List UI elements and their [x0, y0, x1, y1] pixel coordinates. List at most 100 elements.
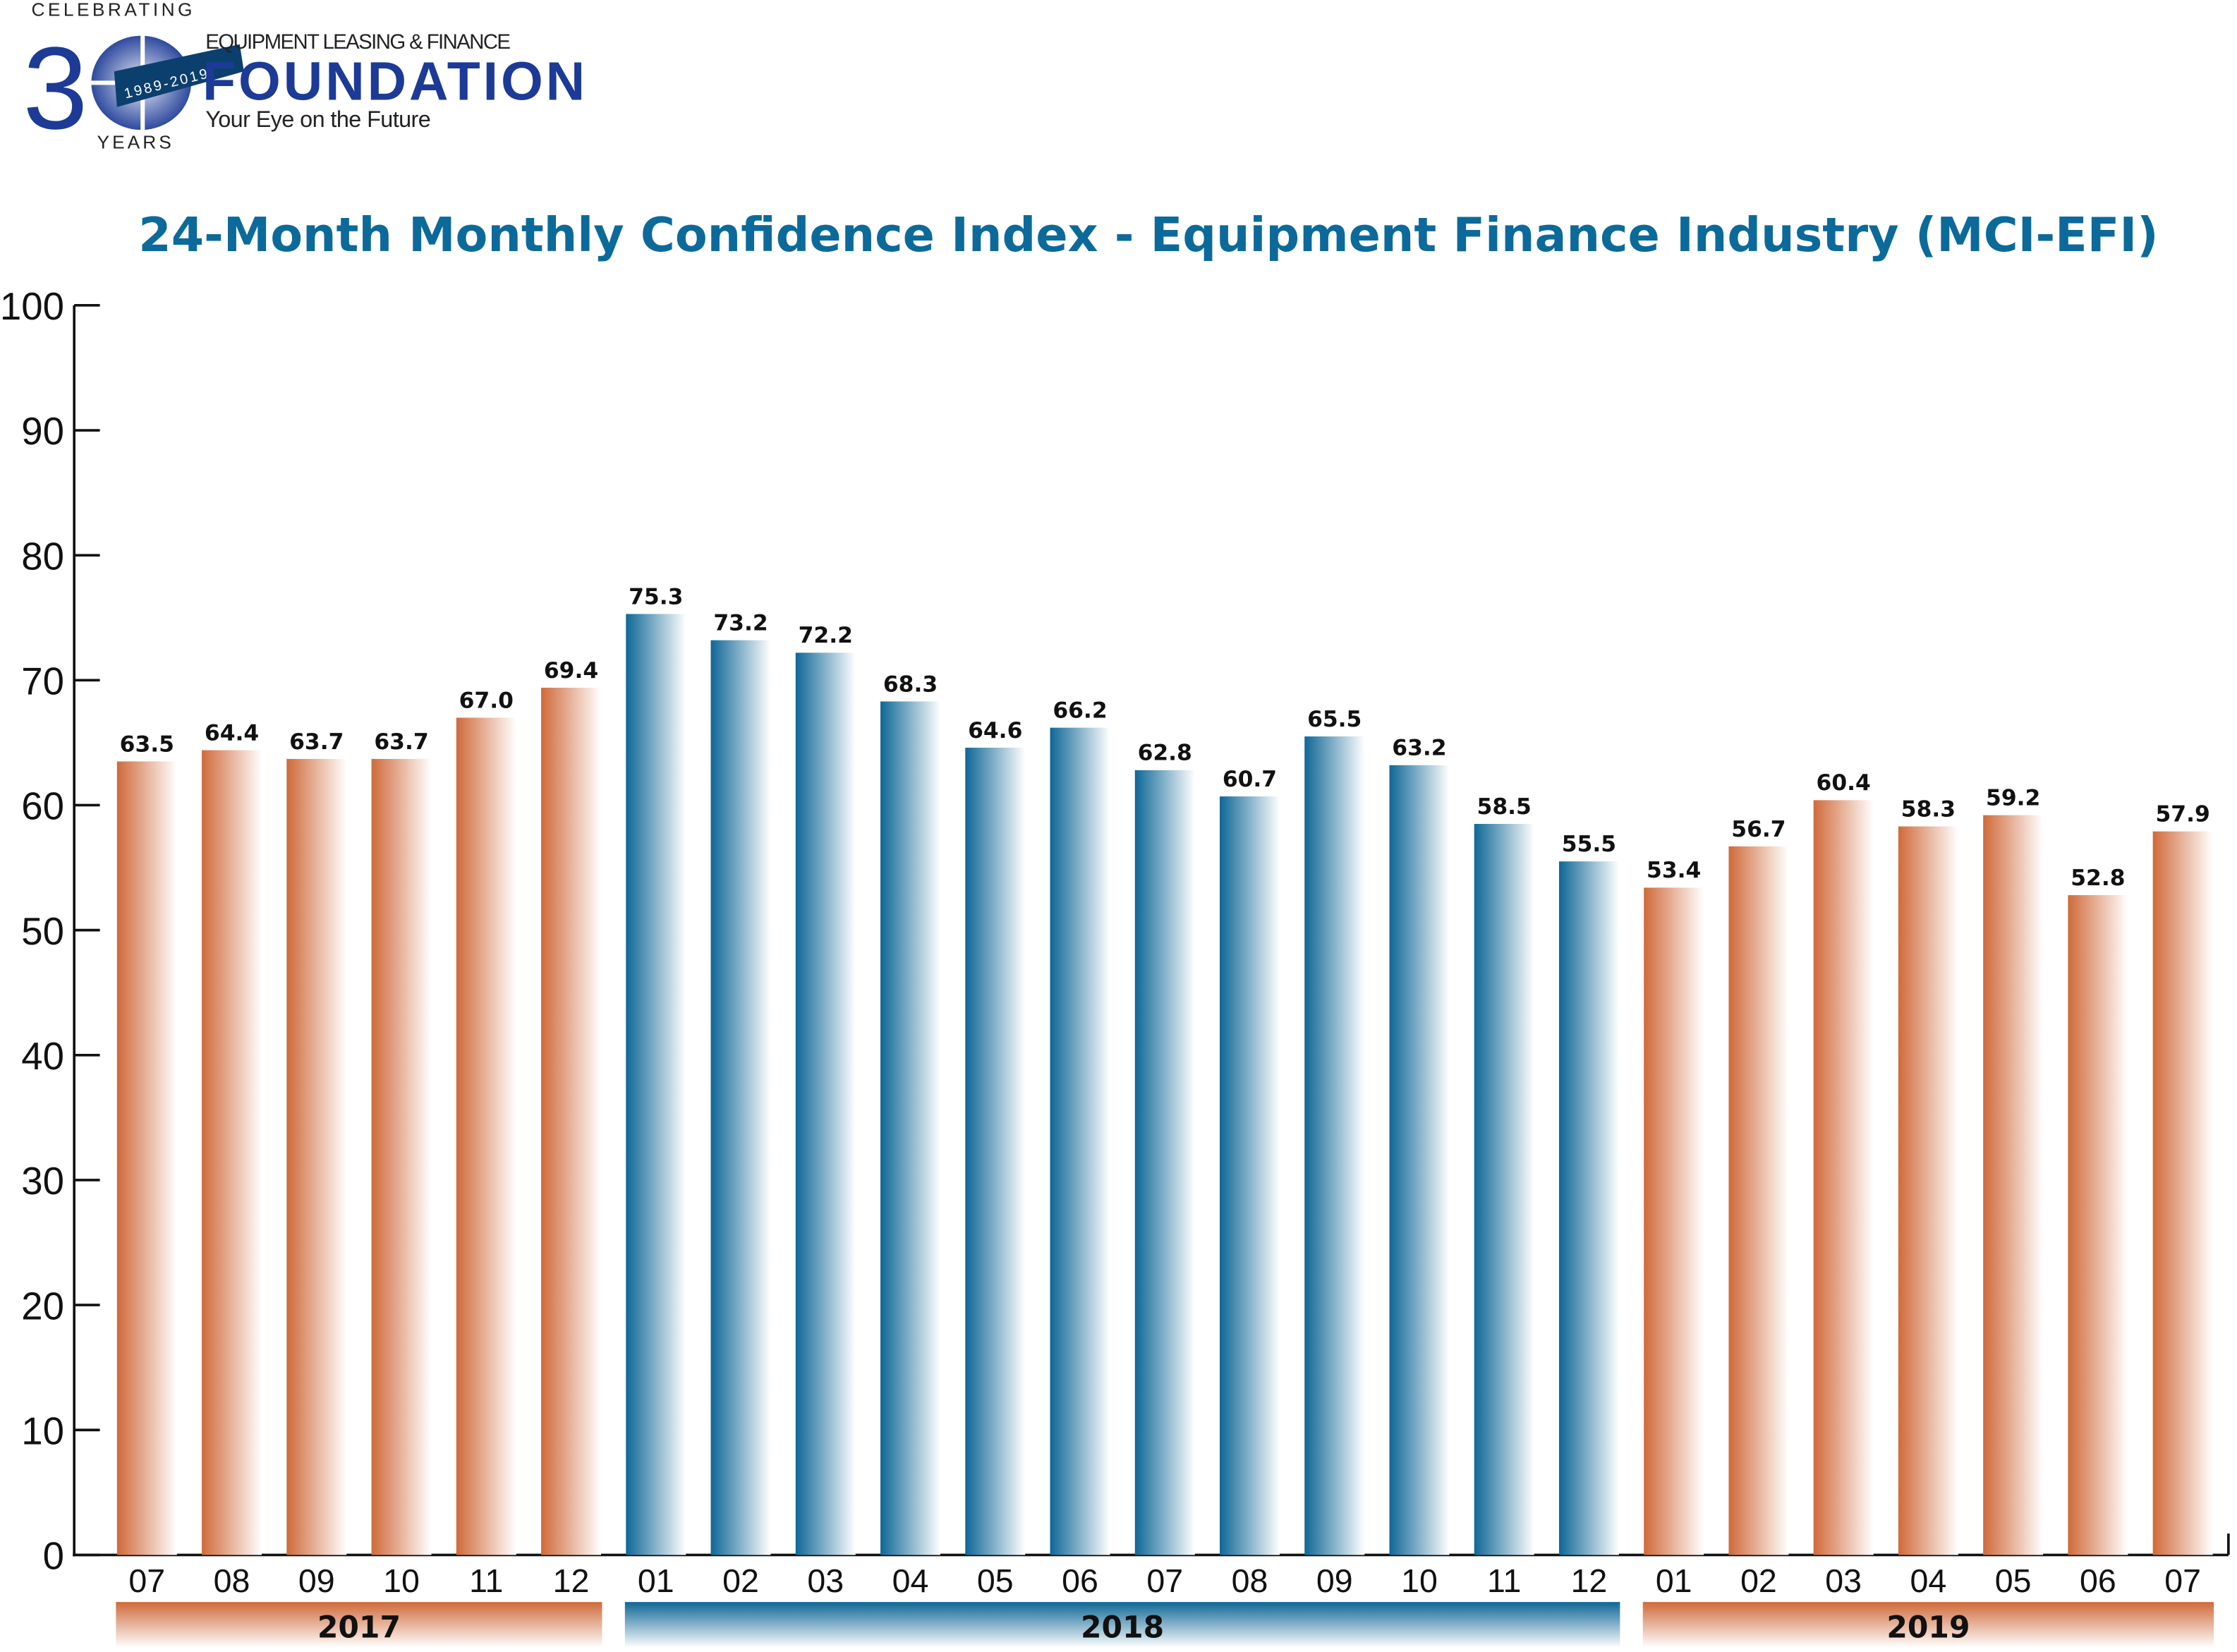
- bar: [1728, 846, 1789, 1555]
- y-tick-label: 30: [21, 1160, 64, 1203]
- bar-value-label: 67.0: [459, 688, 514, 713]
- x-tick-label: 08: [1232, 1562, 1268, 1599]
- bar-value-label: 73.2: [713, 610, 768, 636]
- x-tick-label: 07: [2164, 1562, 2201, 1599]
- x-tick-label: 07: [128, 1562, 165, 1599]
- bar: [1050, 727, 1110, 1555]
- bar-value-label: 69.4: [544, 658, 598, 684]
- bar: [1983, 815, 2044, 1555]
- x-tick-label: 04: [1910, 1562, 1947, 1599]
- x-tick-label: 05: [1995, 1562, 2032, 1599]
- y-tick-label: 40: [21, 1035, 64, 1078]
- x-tick-label: 10: [383, 1562, 420, 1599]
- bar: [1474, 824, 1534, 1555]
- bar: [1558, 861, 1619, 1555]
- bar-value-label: 68.3: [883, 672, 938, 697]
- y-tick-label: 0: [43, 1535, 64, 1578]
- bar: [880, 701, 940, 1555]
- logo-org-name: FOUNDATION: [202, 51, 585, 112]
- bar-value-label: 63.5: [120, 731, 174, 757]
- y-tick-label: 100: [0, 285, 64, 328]
- y-tick-label: 20: [21, 1284, 64, 1328]
- year-band: [624, 1602, 1620, 1648]
- bar-value-label: 57.9: [2156, 802, 2210, 827]
- x-tick-label: 09: [1316, 1562, 1353, 1599]
- bar-value-label: 63.7: [374, 729, 428, 755]
- bar: [1134, 770, 1195, 1555]
- bar: [202, 750, 262, 1555]
- bar: [371, 758, 432, 1555]
- bar-value-label: 60.7: [1223, 767, 1277, 792]
- bar: [2068, 895, 2128, 1555]
- year-label: 2017: [317, 1611, 401, 1646]
- logo: CELEBRATING 3 1989-2019 YEARS EQUIPMENT …: [23, 0, 585, 154]
- y-tick-label: 50: [21, 910, 64, 953]
- bar: [1813, 800, 1874, 1555]
- bar: [710, 640, 771, 1555]
- x-tick-label: 04: [892, 1562, 929, 1599]
- y-tick-label: 90: [21, 410, 64, 453]
- x-tick-label: 05: [977, 1562, 1014, 1599]
- y-ticks: 0 10 20 30 40 50 60 70 80 90 100: [0, 285, 100, 1578]
- bar-value-label: 59.2: [1986, 785, 2040, 810]
- bar-value-label: 53.4: [1647, 858, 1701, 883]
- bar: [965, 747, 1026, 1555]
- year-band: [1642, 1602, 2214, 1648]
- bar: [626, 614, 686, 1555]
- x-tick-label: 11: [1487, 1562, 1521, 1599]
- x-tick-label: 01: [638, 1562, 674, 1599]
- x-tick-label: 11: [469, 1562, 503, 1599]
- bar-value-label: 56.7: [1731, 817, 1786, 842]
- year-bands: 2017 2018 2019: [116, 1602, 2214, 1648]
- x-tick-label: 09: [298, 1562, 335, 1599]
- x-tick-label: 02: [1740, 1562, 1777, 1599]
- logo-number-three: 3: [23, 23, 87, 154]
- x-tick-label: 03: [1825, 1562, 1862, 1599]
- chart-title: 24-Month Monthly Confidence Index - Equi…: [138, 207, 2158, 262]
- x-tick-label: 12: [1571, 1562, 1608, 1599]
- x-tick-label: 02: [722, 1562, 759, 1599]
- bar: [1898, 826, 1958, 1555]
- bar: [286, 758, 347, 1555]
- bar-value-label: 63.7: [289, 729, 344, 755]
- year-band: [116, 1602, 602, 1648]
- x-tick-label: 06: [2080, 1562, 2116, 1599]
- bar-value-label: 58.5: [1477, 794, 1532, 820]
- bars: 63.5 07 64.4 08 63.7 09 63.7 10 67.0 11 69.4 12 75.3…: [116, 584, 2213, 1599]
- bar-value-label: 58.3: [1901, 796, 1956, 822]
- x-tick-label: 03: [807, 1562, 844, 1599]
- bar: [1304, 736, 1365, 1555]
- bar-value-label: 64.4: [205, 720, 259, 746]
- y-tick-label: 80: [21, 535, 64, 578]
- bar: [1644, 887, 1704, 1555]
- bar-value-label: 60.4: [1817, 770, 1871, 796]
- bar-value-label: 55.5: [1562, 832, 1616, 857]
- x-tick-label: 06: [1062, 1562, 1098, 1599]
- bar: [1389, 765, 1450, 1555]
- bar-value-label: 75.3: [629, 584, 683, 609]
- bar: [795, 652, 856, 1555]
- bar-value-label: 66.2: [1053, 698, 1107, 723]
- bar-value-label: 65.5: [1307, 707, 1362, 732]
- bar: [456, 717, 516, 1555]
- year-label: 2019: [1886, 1611, 1970, 1646]
- y-tick-label: 60: [21, 785, 64, 828]
- year-label: 2018: [1081, 1611, 1164, 1646]
- bar-value-label: 52.8: [2071, 866, 2125, 891]
- bar: [541, 687, 601, 1555]
- bar: [2152, 831, 2213, 1555]
- logo-years: YEARS: [97, 131, 174, 152]
- x-tick-label: 01: [1656, 1562, 1692, 1599]
- x-tick-label: 10: [1401, 1562, 1438, 1599]
- x-tick-label: 12: [553, 1562, 590, 1599]
- logo-org-line: EQUIPMENT LEASING & FINANCE: [205, 30, 511, 54]
- bar: [116, 761, 177, 1555]
- y-tick-label: 70: [21, 660, 64, 703]
- bar-value-label: 64.6: [968, 718, 1022, 743]
- bar-value-label: 72.2: [799, 623, 853, 648]
- bar-value-label: 63.2: [1392, 736, 1446, 761]
- logo-celebrating: CELEBRATING: [31, 0, 195, 20]
- logo-tagline: Your Eye on the Future: [205, 107, 431, 132]
- y-tick-label: 10: [21, 1409, 64, 1452]
